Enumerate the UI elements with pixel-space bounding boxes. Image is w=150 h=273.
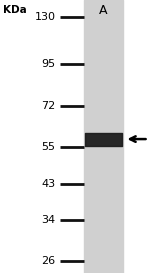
Text: 130: 130: [34, 11, 56, 22]
Text: 55: 55: [42, 142, 56, 152]
Text: KDa: KDa: [3, 5, 27, 15]
Text: A: A: [99, 4, 108, 17]
Text: 43: 43: [41, 179, 56, 189]
Text: 26: 26: [41, 256, 56, 266]
Text: 72: 72: [41, 101, 56, 111]
Text: 95: 95: [41, 59, 56, 69]
Text: 34: 34: [41, 215, 56, 225]
